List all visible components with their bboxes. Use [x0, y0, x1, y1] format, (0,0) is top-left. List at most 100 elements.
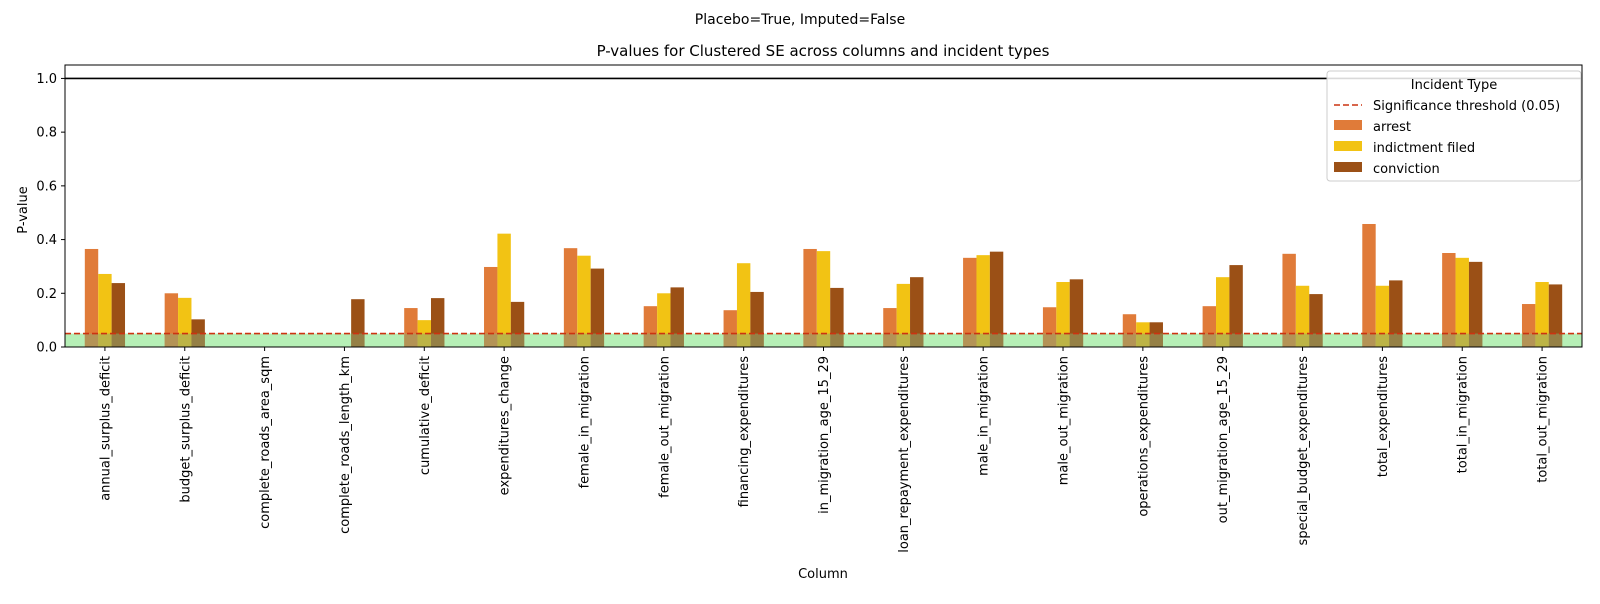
band-overlay-indictment-filed-cumulative_deficit [417, 333, 431, 347]
band-overlay-indictment-filed-budget_surplus_deficit [178, 333, 192, 347]
x-tick-label-expenditures_change: expenditures_change [498, 356, 513, 495]
legend-arrest-label: arrest [1373, 120, 1411, 135]
band-overlay-arrest-loan_repayment_expenditures [883, 333, 897, 347]
band-overlay-indictment-filed-total_expenditures [1375, 333, 1390, 347]
bar-conviction-total_expenditures [1389, 280, 1403, 347]
x-tick-label-complete_roads_length_km: complete_roads_length_km [338, 356, 353, 534]
y-tick-label: 0.8 [36, 126, 57, 141]
y-tick-label: 0.4 [36, 233, 57, 248]
x-tick-label-male_out_migration: male_out_migration [1057, 356, 1072, 485]
y-axis-label: P-value [16, 186, 31, 233]
bar-conviction-annual_surplus_deficit [111, 283, 126, 347]
bars-layer [84, 223, 1563, 347]
bar-conviction-out_migration_age_15_29 [1229, 265, 1243, 347]
bar-arrest-total_in_migration [1442, 253, 1456, 347]
band-overlay-indictment-filed-male_out_migration [1056, 333, 1070, 347]
band-overlay-arrest-out_migration_age_15_29 [1202, 333, 1217, 347]
band-overlay-conviction-male_in_migration [989, 333, 1004, 347]
bar-arrest-male_in_migration [963, 257, 977, 347]
bar-arrest-female_in_migration [563, 248, 578, 347]
band-overlay-indictment-filed-loan_repayment_expenditures [896, 333, 911, 347]
legend-frame [1326, 70, 1582, 182]
band-overlay-conviction-annual_surplus_deficit [111, 333, 126, 347]
bar-conviction-male_out_migration [1069, 279, 1084, 347]
chart-title: P-values for Clustered SE across columns… [597, 42, 1050, 60]
bar-conviction-total_in_migration [1468, 261, 1483, 347]
y-tick-label: 0.6 [36, 179, 57, 194]
band-overlay-arrest-budget_surplus_deficit [164, 333, 179, 347]
x-axis-label: Column [798, 567, 848, 582]
bar-arrest-in_migration_age_15_29 [803, 248, 817, 347]
band-overlay-arrest-special_budget_expenditures [1282, 333, 1296, 347]
band-overlay-indictment-filed-male_in_migration [976, 333, 990, 347]
bar-conviction-loan_repayment_expenditures [910, 277, 924, 347]
band-overlay-indictment-filed-out_migration_age_15_29 [1216, 333, 1230, 347]
legend-indictment-label: indictment filed [1373, 141, 1475, 156]
x-tick-label-special_budget_expenditures: special_budget_expenditures [1296, 356, 1311, 546]
x-tick-label-operations_expenditures: operations_expenditures [1136, 356, 1151, 517]
bar-indictment-filed-annual_surplus_deficit [98, 273, 112, 347]
bar-conviction-in_migration_age_15_29 [830, 287, 844, 347]
x-tick-label-budget_surplus_deficit: budget_surplus_deficit [178, 356, 193, 503]
x-tick-label-total_expenditures: total_expenditures [1376, 356, 1391, 477]
legend-conviction-label: conviction [1373, 162, 1440, 177]
legend-conviction-swatch [1334, 162, 1362, 172]
band-overlay-conviction-cumulative_deficit [430, 333, 445, 347]
bar-conviction-total_out_migration [1548, 284, 1563, 347]
bar-indictment-filed-loan_repayment_expenditures [896, 283, 911, 347]
x-tick-label-loan_repayment_expenditures: loan_repayment_expenditures [897, 356, 912, 553]
x-tick-label-male_in_migration: male_in_migration [977, 356, 992, 476]
bar-indictment-filed-total_out_migration [1535, 282, 1549, 347]
bar-indictment-filed-special_budget_expenditures [1295, 285, 1310, 347]
band-overlay-indictment-filed-operations_expenditures [1136, 333, 1150, 347]
legend-indictment-swatch [1334, 141, 1362, 151]
band-overlay-conviction-out_migration_age_15_29 [1229, 333, 1243, 347]
axes-layer: 0.0 0.2 0.4 0.6 0.8 1.0 annual_surplus_deficit… [36, 64, 1583, 553]
bar-indictment-filed-total_expenditures [1375, 285, 1390, 347]
band-overlay-conviction-financing_expenditures [750, 333, 764, 347]
band-overlay-arrest-total_expenditures [1362, 333, 1376, 347]
band-overlay-indictment-filed-total_out_migration [1535, 333, 1549, 347]
bar-indictment-filed-male_in_migration [976, 255, 990, 347]
bar-indictment-filed-out_migration_age_15_29 [1216, 277, 1230, 347]
band-overlay-conviction-in_migration_age_15_29 [830, 333, 844, 347]
bar-indictment-filed-total_in_migration [1455, 257, 1469, 347]
band-overlay-arrest-operations_expenditures [1122, 333, 1137, 347]
band-overlay-arrest-female_in_migration [563, 333, 578, 347]
band-overlay-indictment-filed-in_migration_age_15_29 [816, 333, 831, 347]
chart-suptitle: Placebo=True, Imputed=False [695, 12, 905, 28]
y-tick-label: 0.2 [36, 287, 57, 302]
x-tick-label-in_migration_age_15_29: in_migration_age_15_29 [817, 356, 832, 514]
x-tick-label-female_out_migration: female_out_migration [657, 356, 672, 498]
band-overlay-conviction-expenditures_change [510, 333, 525, 347]
band-overlay-conviction-total_in_migration [1468, 333, 1483, 347]
band-overlay-conviction-operations_expenditures [1149, 333, 1163, 347]
bar-conviction-female_in_migration [590, 268, 605, 347]
band-overlay-arrest-expenditures_change [484, 333, 498, 347]
band-overlay-indictment-filed-female_in_migration [577, 333, 591, 347]
bar-indictment-filed-in_migration_age_15_29 [816, 251, 831, 347]
band-overlay-indictment-filed-financing_expenditures [736, 333, 751, 347]
x-tick-label-total_out_migration: total_out_migration [1536, 356, 1551, 483]
bar-conviction-male_in_migration [989, 251, 1004, 347]
bar-conviction-female_out_migration [670, 287, 684, 347]
band-overlay-arrest-financing_expenditures [723, 333, 737, 347]
legend-arrest-swatch [1334, 120, 1362, 130]
band-overlay-arrest-female_out_migration [643, 333, 658, 347]
y-tick-label: 1.0 [36, 72, 57, 87]
band-overlay-conviction-total_expenditures [1389, 333, 1403, 347]
band-overlay-conviction-male_out_migration [1069, 333, 1084, 347]
x-tick-label-annual_surplus_deficit: annual_surplus_deficit [98, 356, 113, 501]
band-overlay-arrest-annual_surplus_deficit [84, 333, 99, 347]
band-overlay-arrest-male_in_migration [963, 333, 977, 347]
legend-threshold-label: Significance threshold (0.05) [1373, 99, 1560, 114]
x-tick-label-financing_expenditures: financing_expenditures [737, 356, 752, 508]
band-overlay-conviction-female_out_migration [670, 333, 684, 347]
x-tick-label-total_in_migration: total_in_migration [1456, 356, 1471, 473]
band-overlay-conviction-complete_roads_length_km [351, 333, 365, 347]
bar-indictment-filed-expenditures_change [497, 233, 511, 347]
bar-arrest-special_budget_expenditures [1282, 253, 1296, 347]
legend-title: Incident Type [1411, 78, 1497, 93]
